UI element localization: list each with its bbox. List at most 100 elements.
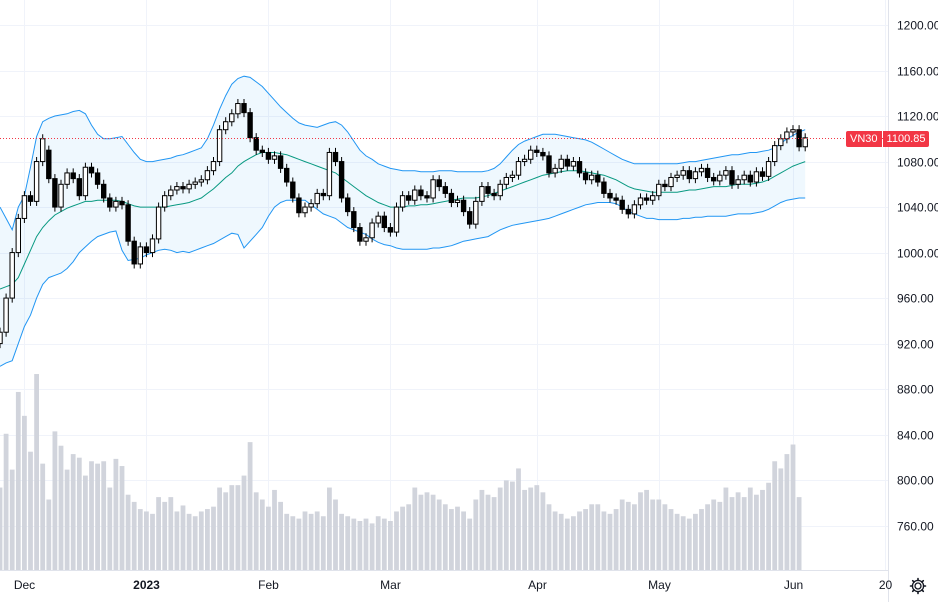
volume-bar — [52, 431, 58, 570]
volume-bar — [601, 511, 607, 570]
volume-bar — [101, 461, 107, 570]
volume-bar — [406, 504, 412, 570]
volume-bar — [70, 454, 76, 570]
volume-bar — [461, 511, 466, 570]
volume-bar — [296, 518, 302, 570]
volume-bar — [223, 492, 229, 570]
candle-body — [692, 171, 699, 180]
volume-bar — [58, 445, 64, 570]
volume-bar — [357, 521, 363, 570]
volume-bar — [552, 511, 558, 570]
y-tick-label: 1160.00 — [897, 65, 938, 79]
volume-bar — [784, 454, 790, 570]
candle-body — [198, 179, 205, 183]
x-tick-label: May — [648, 578, 671, 592]
volume-bar — [174, 511, 180, 570]
candle-body — [0, 331, 3, 345]
band-fill — [0, 76, 806, 367]
volume-bar — [473, 499, 479, 570]
candle-body — [711, 176, 717, 182]
volume-bar — [400, 506, 405, 570]
candle-body — [52, 178, 58, 208]
candle-body — [345, 197, 351, 213]
volume-bar — [778, 468, 784, 570]
volume-bar — [156, 497, 161, 570]
candle-body — [131, 240, 137, 265]
volume-bar — [144, 511, 149, 570]
candle-body — [3, 297, 9, 333]
y-tick-label: 1120.00 — [897, 110, 938, 124]
candle-body — [277, 155, 284, 169]
candle-body — [296, 197, 302, 214]
x-tick-label: 2023 — [133, 578, 160, 592]
volume-bar — [83, 475, 88, 570]
candle-body — [509, 174, 516, 178]
candle-body — [381, 215, 388, 229]
volume-bar — [558, 513, 564, 570]
candle-body — [338, 161, 345, 199]
candle-body — [58, 183, 64, 208]
candle-body — [564, 158, 570, 167]
candle-body — [399, 195, 406, 208]
volume-bar — [546, 504, 552, 570]
volume-bar — [381, 518, 387, 570]
volume-bar — [107, 487, 113, 570]
candle-body — [759, 171, 766, 177]
candle-body — [290, 181, 296, 199]
volume-bar — [247, 442, 253, 570]
volume-bar — [503, 480, 509, 570]
volume-bar — [95, 463, 100, 570]
volume-bar — [34, 374, 39, 570]
candle-body — [33, 161, 40, 202]
volume-bar — [577, 511, 582, 570]
volume-bar — [424, 492, 430, 570]
volume-bar — [693, 513, 698, 570]
volume-bar — [412, 487, 418, 570]
volume-bar — [125, 494, 131, 570]
volume-bar — [705, 504, 710, 570]
candle-body — [802, 137, 808, 148]
candle-body — [698, 167, 705, 173]
candle-body — [534, 149, 540, 153]
candle-body — [210, 161, 217, 172]
candle-body — [320, 192, 327, 197]
volume-bar — [796, 497, 802, 570]
volume-bar — [442, 504, 448, 570]
volume-bar — [479, 489, 485, 570]
volume-bar — [766, 482, 771, 570]
x-tick-label: Apr — [528, 578, 547, 592]
candle-body — [753, 171, 760, 183]
candle-body — [393, 206, 400, 233]
volume-bar — [583, 509, 588, 570]
last-price-badge: VN30 1100.85 — [846, 130, 930, 147]
price-axis[interactable]: 760.00 800.00 840.00 880.00 920.00 960.00 1000… — [897, 19, 938, 534]
volume-bar — [186, 513, 192, 570]
volume-bar — [662, 504, 668, 570]
volume-bar — [534, 485, 540, 570]
chart-settings-button[interactable] — [906, 574, 930, 598]
volume-bar — [308, 513, 314, 570]
volume-bar — [510, 481, 515, 570]
candle-body — [467, 211, 473, 225]
time-axis[interactable]: Dec 2023 Feb Mar Apr May Jun 20 — [14, 578, 893, 592]
candle-body — [546, 155, 552, 174]
volume-bar — [278, 501, 283, 570]
candle-body — [82, 166, 89, 197]
volume-bar — [674, 513, 680, 570]
candle-body — [180, 186, 186, 190]
volume-bar — [790, 444, 796, 570]
candle-body — [460, 199, 467, 213]
candle-body — [521, 158, 528, 163]
y-tick-label: 840.00 — [897, 429, 934, 443]
volume-bar — [235, 485, 241, 570]
volume-bar — [540, 492, 546, 570]
volume-bar — [650, 499, 656, 570]
volume-bar — [375, 516, 381, 570]
volume-bar — [497, 487, 503, 570]
candle-body — [540, 151, 546, 157]
volume-bar — [747, 487, 753, 570]
candle-body — [88, 166, 95, 174]
candle-body — [46, 149, 52, 180]
volume-bar — [180, 505, 186, 570]
